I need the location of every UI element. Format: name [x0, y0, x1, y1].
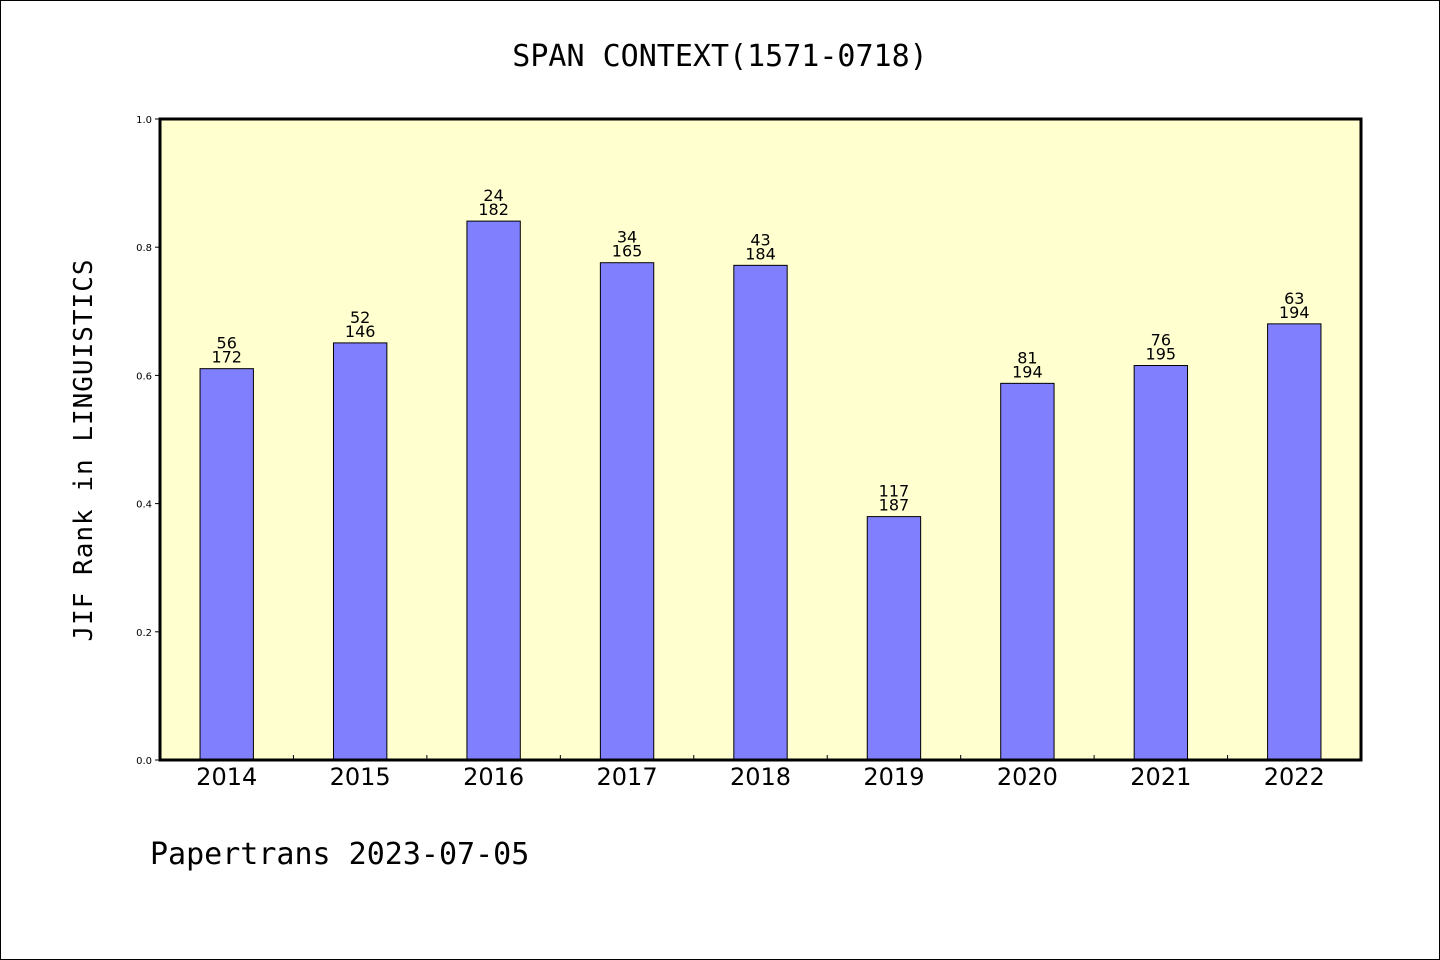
x-tick-label: 2022 [1264, 763, 1325, 791]
bar-total-label: 184 [745, 244, 776, 263]
bar-2014 [199, 368, 254, 761]
y-tick-label: 0.6 [136, 371, 152, 382]
y-tick-label: 0.2 [136, 628, 152, 639]
y-tick-label: 0.0 [136, 756, 152, 767]
y-tick-label: 1.0 [136, 115, 152, 126]
footer-credit: Papertrans 2023-07-05 [150, 837, 529, 872]
bar-rank-label: 56 [217, 334, 237, 353]
x-tick-label: 2020 [997, 763, 1058, 791]
bar-total-label: 146 [345, 322, 376, 341]
x-tick-label: 2015 [330, 763, 391, 791]
plot-border [158, 117, 1363, 762]
x-tick-label: 2019 [863, 763, 924, 791]
bar-total-label: 165 [612, 242, 643, 261]
bar-rank-label: 52 [350, 308, 370, 327]
bar-total-label: 172 [211, 348, 242, 367]
x-tick-label: 2014 [196, 763, 257, 791]
x-tick-label: 2018 [730, 763, 791, 791]
bar-rank-label: 34 [617, 228, 637, 247]
x-axis-ticks: 2014 2015 2016 2017 2018 2019 2020 2021 2022 [196, 755, 1325, 791]
bar-2019 [866, 516, 922, 761]
bar-2016 [466, 220, 521, 761]
bar-rank-label: 81 [1017, 348, 1037, 367]
bar-2022 [1267, 323, 1322, 761]
bar-total-label: 182 [478, 200, 509, 219]
bar-2015 [332, 342, 388, 761]
bar-total-label: 194 [1279, 303, 1310, 322]
bars-group [199, 220, 1322, 761]
bar-total-label: 195 [1146, 345, 1177, 364]
bar-2018 [733, 264, 788, 761]
x-tick-label: 2017 [597, 763, 658, 791]
bar-2021 [1133, 365, 1189, 761]
chart-title: SPAN CONTEXT(1571-0718) [512, 39, 927, 74]
bar-rank-label: 24 [483, 186, 503, 205]
y-tick-label: 0.8 [136, 243, 152, 254]
bar-rank-label: 43 [750, 230, 770, 249]
x-tick-label: 2016 [463, 763, 524, 791]
bar-rank-label: 117 [879, 482, 910, 501]
y-axis-label: JIF Rank in LINGUISTICS [69, 258, 99, 641]
bar-2020 [1000, 382, 1055, 761]
bar-total-label: 194 [1012, 362, 1043, 381]
y-axis-ticks: 0.0 0.2 0.4 0.6 0.8 1.0 [136, 115, 160, 767]
y-tick-label: 0.4 [136, 500, 152, 511]
bar-rank-label: 76 [1151, 331, 1171, 350]
bar-rank-label: 63 [1284, 289, 1304, 308]
bar-labels-group: 5617252146241823416543184117187811947619… [211, 186, 1309, 515]
bar-2017 [599, 262, 655, 761]
x-tick-label: 2021 [1130, 763, 1191, 791]
bar-total-label: 187 [879, 496, 910, 515]
